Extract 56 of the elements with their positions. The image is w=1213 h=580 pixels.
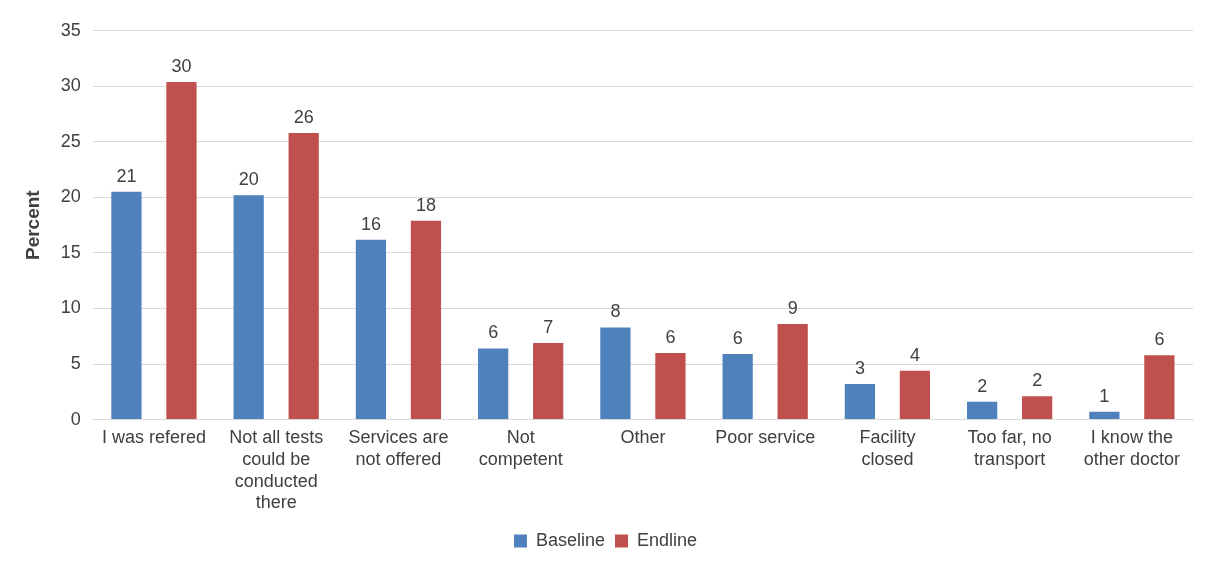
bar bbox=[355, 239, 387, 420]
data-label: 6 bbox=[1154, 329, 1165, 350]
data-label: 18 bbox=[415, 194, 436, 215]
data-label: 2 bbox=[977, 375, 988, 396]
bar bbox=[844, 384, 876, 420]
bar bbox=[777, 324, 808, 420]
y-tick-label: 5 bbox=[70, 353, 81, 374]
bar bbox=[967, 401, 998, 420]
legend-label: Endline bbox=[637, 529, 698, 550]
data-label: 7 bbox=[543, 316, 554, 337]
bar bbox=[233, 195, 264, 420]
bar bbox=[166, 81, 197, 420]
data-label: 2 bbox=[1032, 370, 1043, 391]
bar bbox=[410, 220, 442, 420]
x-tick-label: Facility closed bbox=[859, 427, 916, 469]
legend-label: Baseline bbox=[535, 529, 605, 550]
bar bbox=[722, 354, 753, 420]
x-tick-label: Poor service bbox=[715, 427, 816, 448]
bar bbox=[1022, 396, 1053, 420]
y-tick-label: 35 bbox=[60, 19, 81, 40]
x-tick-label: Services are not offered bbox=[348, 427, 449, 469]
x-tick-label: Other bbox=[620, 427, 666, 448]
data-label: 3 bbox=[854, 358, 865, 379]
data-label: 4 bbox=[909, 344, 920, 365]
bar bbox=[899, 370, 931, 420]
x-tick-label: Not competent bbox=[478, 427, 563, 469]
bar bbox=[288, 133, 319, 420]
bar bbox=[478, 348, 509, 420]
data-label: 6 bbox=[732, 328, 743, 349]
y-tick-label: 20 bbox=[60, 186, 81, 207]
y-tick-label: 10 bbox=[60, 297, 81, 318]
bar bbox=[1144, 355, 1175, 420]
data-label: 20 bbox=[238, 169, 259, 190]
data-label: 9 bbox=[787, 298, 798, 319]
bar bbox=[655, 352, 686, 420]
x-tick-label: Not all tests could be conducted there bbox=[229, 427, 324, 513]
data-label: 16 bbox=[360, 213, 381, 234]
bar bbox=[111, 191, 142, 420]
data-label: 1 bbox=[1099, 385, 1110, 406]
bar bbox=[1089, 411, 1120, 420]
y-tick-label: 15 bbox=[60, 241, 81, 262]
data-label: 26 bbox=[293, 106, 314, 127]
data-label: 6 bbox=[488, 322, 499, 343]
x-tick-label: I know the other doctor bbox=[1083, 427, 1180, 469]
data-label: 21 bbox=[116, 165, 137, 186]
bar bbox=[600, 327, 631, 420]
x-tick-label: I was refered bbox=[101, 427, 206, 448]
data-label: 30 bbox=[171, 55, 192, 76]
x-tick-label: Too far, no transport bbox=[967, 427, 1052, 469]
data-label: 8 bbox=[610, 301, 621, 322]
bar bbox=[533, 342, 564, 420]
data-label: 6 bbox=[665, 326, 676, 347]
y-tick-label: 0 bbox=[70, 408, 81, 429]
y-axis-title: Percent bbox=[21, 189, 43, 261]
y-tick-label: 25 bbox=[60, 130, 81, 151]
y-tick-label: 30 bbox=[60, 75, 81, 96]
